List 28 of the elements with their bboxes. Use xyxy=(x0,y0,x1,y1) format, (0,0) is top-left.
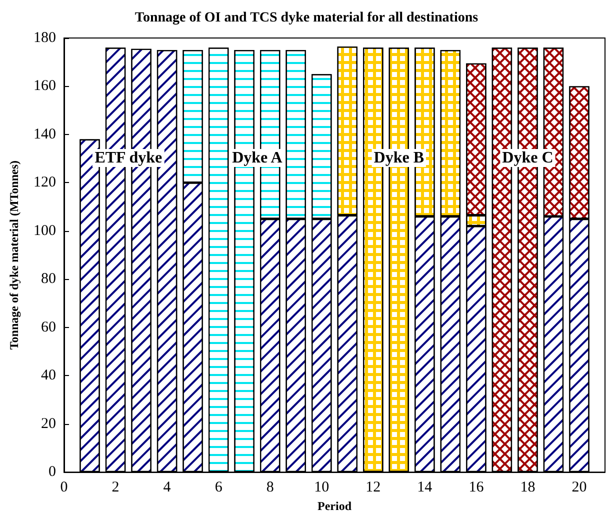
x-axis-title: Period xyxy=(318,499,352,513)
x-tick-label: 20 xyxy=(572,480,587,496)
y-tick-label: 100 xyxy=(34,222,56,239)
y-tick-label: 160 xyxy=(34,78,56,94)
series-label: Dyke C xyxy=(502,150,554,166)
y-tick-label: 120 xyxy=(34,174,56,191)
y-tick-label: 60 xyxy=(41,319,56,336)
x-tick-label: 8 xyxy=(266,480,274,496)
x-tick-label: 16 xyxy=(468,480,484,496)
y-axis-title: Tonnage of dyke material (MTonnes) xyxy=(7,160,21,350)
y-tick-label: 180 xyxy=(34,30,56,46)
y-tick-label: 20 xyxy=(41,416,56,432)
x-tick-label: 14 xyxy=(417,480,433,496)
series-label: Dyke A xyxy=(232,150,283,166)
series-label: ETF dyke xyxy=(94,150,162,166)
x-tick-label: 18 xyxy=(520,480,536,496)
chart-title: Tonnage of OI and TCS dyke material for all destinations xyxy=(134,10,479,26)
x-tick-label: 2 xyxy=(112,480,120,496)
x-tick-label: 10 xyxy=(314,480,330,496)
x-tick-label: 12 xyxy=(366,480,381,496)
x-tick-label: 0 xyxy=(60,480,68,496)
y-tick-label: 0 xyxy=(48,464,56,480)
y-tick-label: 40 xyxy=(41,368,56,384)
series-label: Dyke B xyxy=(374,150,424,166)
x-tick-label: 4 xyxy=(163,480,172,496)
y-tick-label: 80 xyxy=(41,271,56,288)
y-tick-label: 140 xyxy=(34,126,56,142)
x-tick-label: 6 xyxy=(214,480,223,496)
